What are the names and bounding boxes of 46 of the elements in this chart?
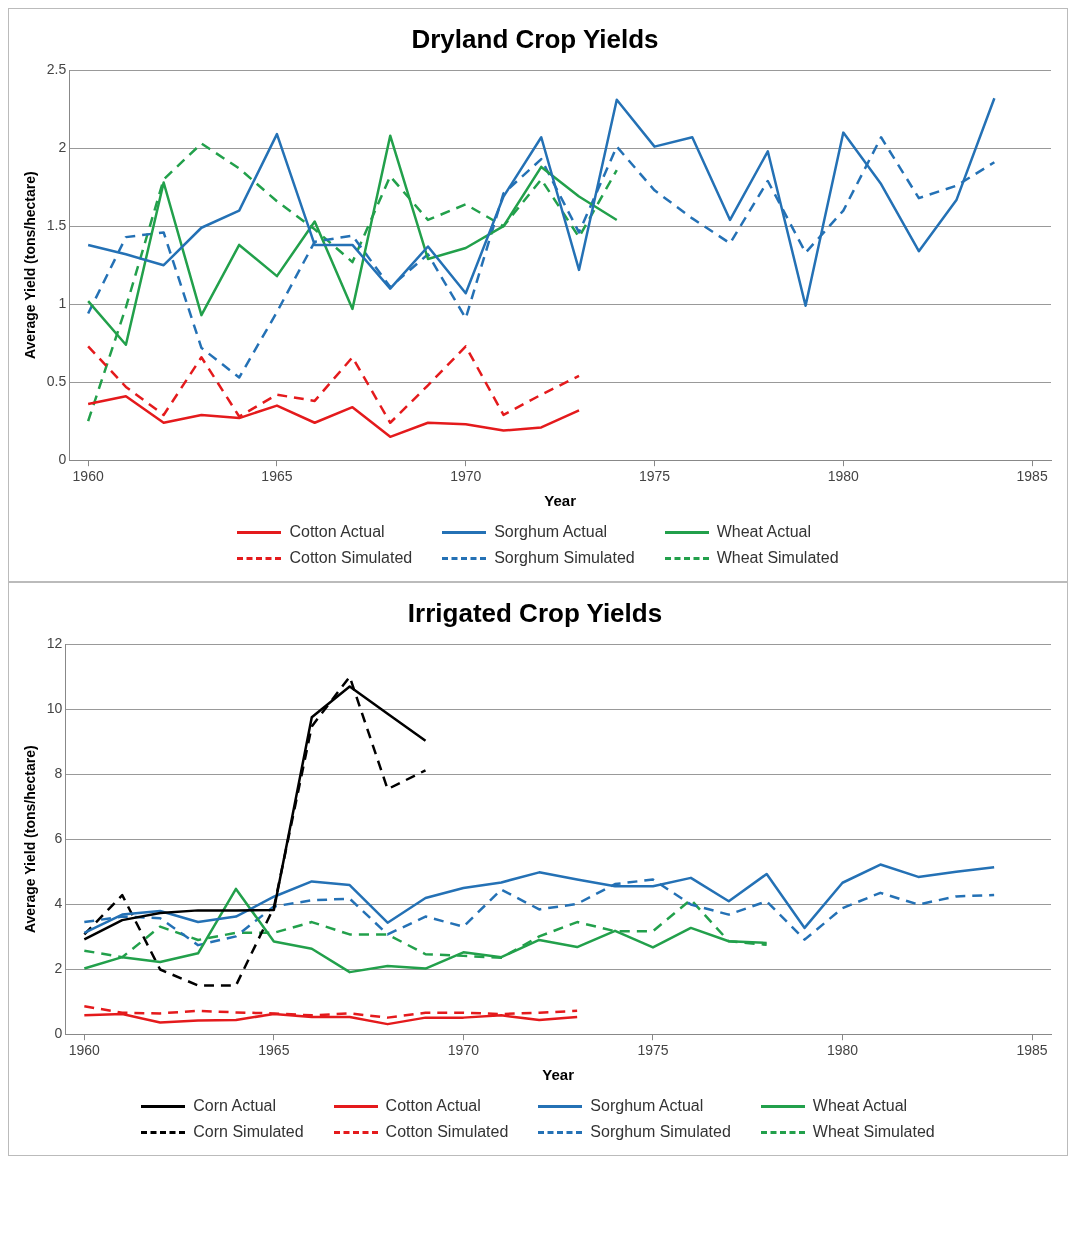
legend-label: Sorghum Simulated bbox=[590, 1123, 731, 1141]
x-axis-title: Year bbox=[542, 1066, 575, 1084]
x-tick-label: 1965 bbox=[261, 468, 293, 485]
y-tick-label: 0 bbox=[54, 1025, 63, 1042]
legend-label: Cotton Simulated bbox=[289, 549, 413, 567]
chart-title: Irrigated Crop Yields bbox=[407, 597, 663, 628]
y-tick-label: 12 bbox=[46, 635, 63, 652]
legend-label: Sorghum Actual bbox=[494, 523, 608, 541]
x-tick-label: 1980 bbox=[826, 1042, 859, 1059]
line-series bbox=[83, 675, 427, 987]
y-tick-label: 2.5 bbox=[46, 61, 67, 78]
x-tick-label: 1960 bbox=[72, 468, 104, 485]
y-tick-label: 10 bbox=[46, 700, 63, 717]
x-tick-label: 1985 bbox=[1016, 1042, 1048, 1059]
legend-label: Corn Actual bbox=[193, 1097, 277, 1115]
legend-label: Cotton Simulated bbox=[385, 1123, 509, 1141]
x-tick-label: 1975 bbox=[637, 1042, 669, 1059]
y-tick-label: 6 bbox=[54, 830, 63, 847]
y-axis-title: Average Yield (tons/hectare) bbox=[22, 171, 39, 360]
y-tick-label: 1.5 bbox=[46, 217, 67, 234]
legend-label: Wheat Simulated bbox=[812, 1123, 935, 1141]
x-tick-label: 1980 bbox=[827, 468, 860, 485]
y-tick-label: 0.5 bbox=[46, 373, 67, 390]
y-tick-label: 8 bbox=[54, 765, 63, 782]
y-tick-label: 2 bbox=[58, 139, 67, 156]
legend-label: Cotton Actual bbox=[385, 1097, 481, 1115]
y-tick-label: 2 bbox=[54, 960, 63, 977]
legend-label: Wheat Actual bbox=[716, 523, 811, 541]
y-tick-label: 0 bbox=[58, 451, 67, 468]
x-tick-label: 1970 bbox=[450, 468, 482, 485]
legend-label: Corn Simulated bbox=[193, 1123, 304, 1141]
x-tick-label: 1965 bbox=[258, 1042, 290, 1059]
legend-label: Sorghum Actual bbox=[590, 1097, 704, 1115]
x-tick-label: 1960 bbox=[68, 1042, 101, 1059]
x-tick-label: 1970 bbox=[447, 1042, 480, 1059]
legend-label: Cotton Actual bbox=[289, 523, 385, 541]
x-axis-title: Year bbox=[544, 492, 577, 510]
x-tick-label: 1975 bbox=[638, 468, 671, 485]
legend-label: Wheat Actual bbox=[812, 1097, 908, 1115]
chart-title: Dryland Crop Yields bbox=[411, 23, 659, 54]
y-axis-title: Average Yield (tons/hectare) bbox=[22, 745, 39, 934]
x-tick-label: 1985 bbox=[1016, 468, 1048, 485]
legend-label: Sorghum Simulated bbox=[494, 549, 635, 567]
y-tick-label: 1 bbox=[58, 295, 67, 312]
legend-label: Wheat Simulated bbox=[716, 549, 839, 567]
y-tick-label: 4 bbox=[54, 895, 63, 912]
